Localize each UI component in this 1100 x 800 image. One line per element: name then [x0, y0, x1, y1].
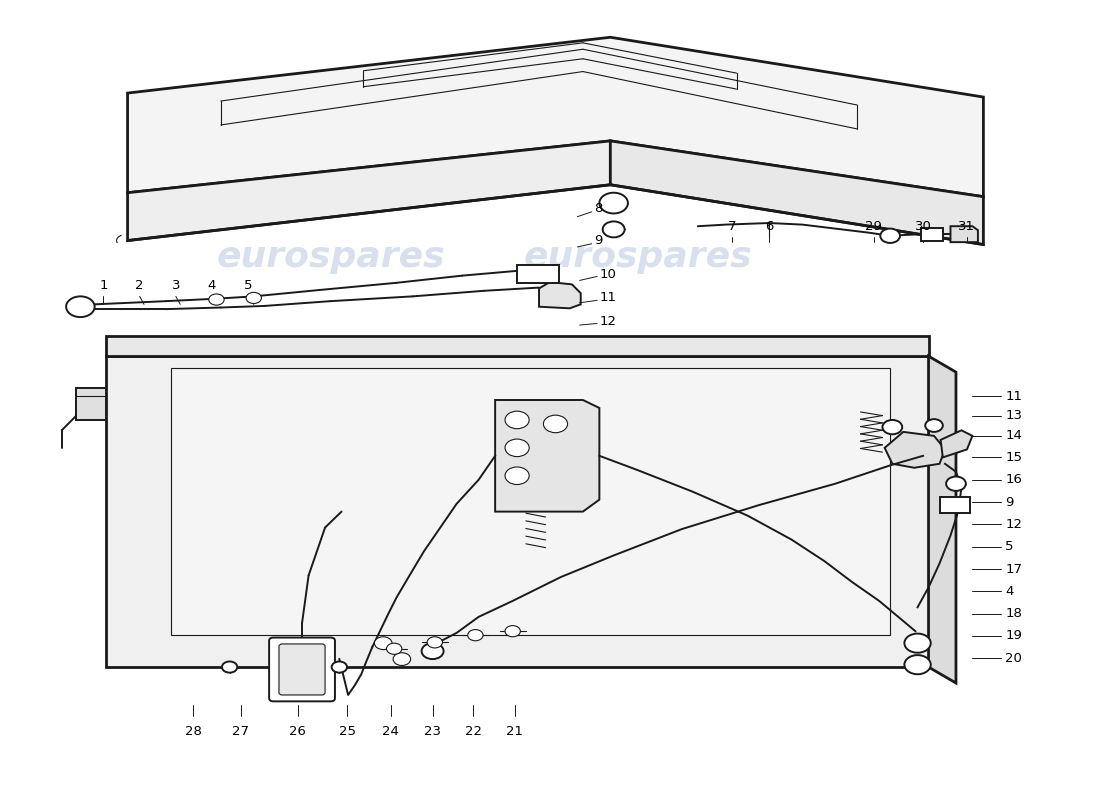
Text: 30: 30 [914, 219, 932, 233]
Text: 26: 26 [289, 726, 306, 738]
Text: 11: 11 [600, 291, 616, 305]
Text: eurospares: eurospares [524, 239, 752, 274]
FancyBboxPatch shape [270, 638, 334, 702]
Polygon shape [539, 282, 581, 308]
Circle shape [332, 662, 346, 673]
Circle shape [374, 637, 392, 650]
Polygon shape [610, 141, 983, 245]
Circle shape [66, 296, 95, 317]
Text: 4: 4 [208, 278, 217, 291]
Text: 4: 4 [1005, 585, 1014, 598]
Text: 9: 9 [594, 234, 603, 247]
Text: 31: 31 [958, 219, 976, 233]
Circle shape [421, 643, 443, 659]
FancyBboxPatch shape [517, 266, 559, 283]
Text: 2: 2 [135, 278, 144, 291]
Circle shape [543, 415, 568, 433]
Text: 9: 9 [1005, 495, 1014, 509]
Text: 15: 15 [1005, 451, 1022, 464]
Text: 14: 14 [1005, 430, 1022, 442]
Circle shape [600, 193, 628, 214]
Text: 12: 12 [1005, 518, 1022, 531]
Circle shape [427, 637, 442, 648]
Polygon shape [940, 430, 972, 458]
Circle shape [393, 653, 410, 666]
Circle shape [209, 294, 224, 305]
Polygon shape [928, 356, 956, 683]
Text: eurospares: eurospares [546, 502, 774, 537]
Text: 13: 13 [1005, 410, 1022, 422]
Text: 10: 10 [600, 267, 616, 281]
Circle shape [222, 662, 238, 673]
Polygon shape [106, 356, 928, 667]
Circle shape [386, 643, 402, 654]
Circle shape [882, 420, 902, 434]
Circle shape [246, 292, 262, 303]
Circle shape [603, 222, 625, 238]
Text: 22: 22 [464, 726, 482, 738]
Text: 7: 7 [728, 219, 736, 233]
Polygon shape [128, 38, 983, 197]
Circle shape [505, 467, 529, 485]
Text: 11: 11 [1005, 390, 1022, 402]
Text: eurospares: eurospares [217, 239, 444, 274]
Circle shape [468, 630, 483, 641]
Text: 28: 28 [185, 726, 201, 738]
Text: 27: 27 [232, 726, 249, 738]
Text: 5: 5 [1005, 540, 1014, 553]
Text: 21: 21 [506, 726, 524, 738]
Text: 3: 3 [172, 278, 180, 291]
Polygon shape [106, 336, 928, 356]
Text: 17: 17 [1005, 562, 1022, 575]
Text: 25: 25 [339, 726, 355, 738]
Circle shape [925, 419, 943, 432]
Text: 19: 19 [1005, 630, 1022, 642]
Text: 16: 16 [1005, 474, 1022, 486]
Circle shape [505, 626, 520, 637]
FancyBboxPatch shape [279, 644, 326, 695]
Text: 8: 8 [594, 202, 603, 215]
Text: eurospares: eurospares [217, 502, 444, 537]
FancyBboxPatch shape [939, 498, 970, 514]
Polygon shape [172, 368, 890, 635]
Text: 5: 5 [244, 278, 253, 291]
Circle shape [904, 634, 931, 653]
Polygon shape [76, 388, 106, 420]
Text: 18: 18 [1005, 607, 1022, 620]
Text: 20: 20 [1005, 652, 1022, 665]
Circle shape [880, 229, 900, 243]
Text: 23: 23 [425, 726, 441, 738]
Text: 1: 1 [99, 278, 108, 291]
Polygon shape [884, 432, 945, 468]
Text: 6: 6 [766, 219, 773, 233]
Text: 12: 12 [600, 315, 616, 328]
Circle shape [505, 439, 529, 457]
Circle shape [904, 655, 931, 674]
FancyBboxPatch shape [921, 228, 943, 241]
Text: 29: 29 [866, 219, 882, 233]
Polygon shape [495, 400, 600, 512]
Polygon shape [950, 226, 978, 242]
Circle shape [505, 411, 529, 429]
Circle shape [946, 477, 966, 491]
Polygon shape [128, 141, 611, 241]
Text: 24: 24 [383, 726, 399, 738]
